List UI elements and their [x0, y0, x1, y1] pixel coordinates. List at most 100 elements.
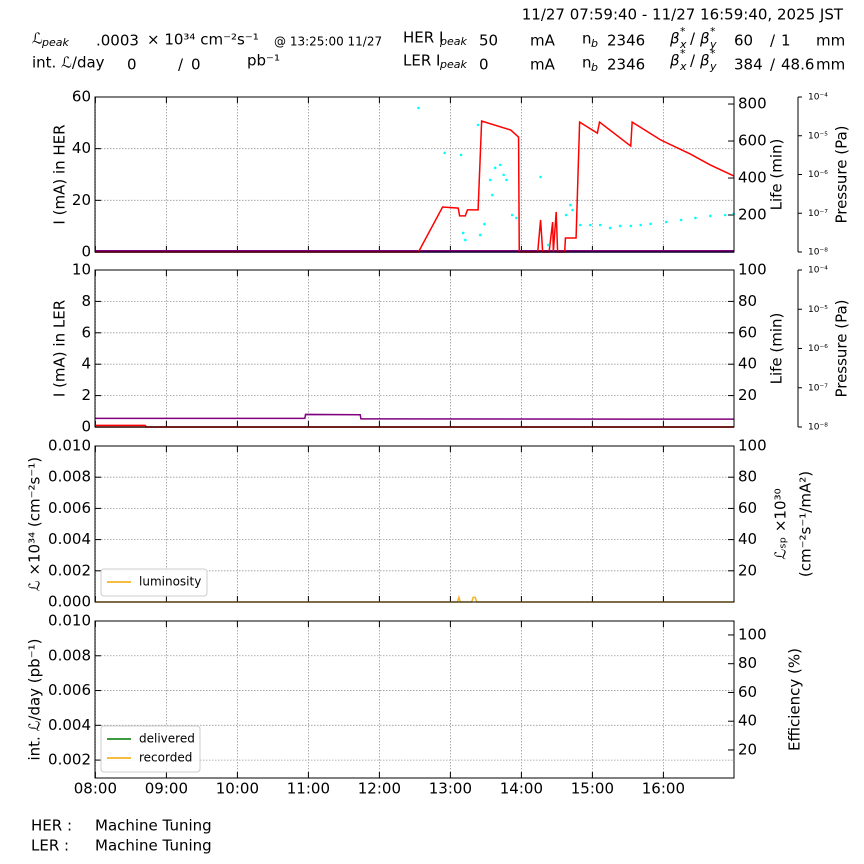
footer-status: Machine Tuning — [95, 837, 212, 855]
ler-beta-unit: mm — [816, 56, 845, 74]
y-tick-label: 0.002 — [48, 751, 91, 769]
y-tick-label: 0.006 — [48, 681, 91, 699]
int-lum-delivered: 0 — [127, 56, 137, 74]
y3-axis-label: Pressure (Pa) — [833, 125, 851, 223]
her-beta: β — [669, 30, 680, 48]
her-sub-x: x — [679, 38, 687, 51]
data-point — [708, 214, 712, 218]
plot-frame — [94, 96, 735, 253]
y2-axis-label: Efficiency (%) — [786, 648, 804, 751]
y-axis-label: int. ℒ/day (pb⁻¹) — [26, 639, 44, 761]
y2-tick-label: 200 — [738, 206, 767, 224]
y3-tick-label: 10⁻⁸ — [808, 248, 828, 258]
data-point — [629, 224, 633, 228]
y-axis-label: I (mA) in HER — [51, 124, 69, 224]
legend-box — [100, 568, 208, 597]
y2-axis-label: ℒₛₚ ×10³⁰ — [772, 488, 790, 559]
data-point — [478, 233, 482, 237]
x-tick-label: 11:00 — [287, 780, 330, 798]
ler-star: * — [710, 47, 716, 60]
data-point — [598, 223, 602, 227]
data-point — [679, 218, 683, 222]
ler-sub-y: y — [709, 60, 717, 73]
series-line — [95, 413, 735, 420]
ler-label: LER I — [403, 52, 440, 70]
y3-tick-label: 10⁻⁵ — [808, 305, 828, 315]
her-beta: β — [699, 30, 710, 48]
y2-tick-label: 20 — [738, 561, 757, 579]
x-tick-label: 08:00 — [74, 780, 117, 798]
y3-tick-label: 10⁻⁴ — [808, 266, 828, 276]
x-tick-label: 12:00 — [358, 780, 401, 798]
y2-tick-label: 400 — [738, 169, 767, 187]
y3-tick-label: 10⁻⁶ — [808, 170, 828, 180]
her-slash: / — [690, 30, 696, 48]
data-point — [723, 213, 727, 217]
plot-frame — [94, 445, 735, 603]
int-lum-unit: pb⁻¹ — [247, 52, 280, 70]
her-slash: / — [770, 32, 776, 50]
x-tick-label: 15:00 — [571, 780, 614, 798]
y2-tick-label: 100 — [738, 261, 767, 279]
ler-beta: β — [669, 52, 680, 70]
x-tick-label: 14:00 — [500, 780, 543, 798]
ler-slash: / — [770, 56, 776, 74]
her-sub-y: y — [709, 38, 717, 51]
y-tick-label: 0.008 — [48, 468, 91, 486]
her-star: * — [680, 25, 686, 38]
ler-beta-x: 384 — [734, 56, 763, 74]
data-point — [476, 123, 480, 127]
her-nb-sub: b — [591, 37, 598, 50]
her-beta-x: 60 — [734, 32, 753, 50]
y2-tick-label: 600 — [738, 132, 767, 150]
ler-slash: / — [690, 52, 696, 70]
data-point — [618, 224, 622, 228]
data-point — [510, 213, 514, 217]
y-tick-label: 0.008 — [48, 646, 91, 664]
data-point — [498, 163, 502, 167]
y-tick-label: 0.002 — [48, 561, 91, 579]
x-tick-label: 09:00 — [145, 780, 188, 798]
y3-axis-label: Pressure (Pa) — [833, 299, 851, 397]
data-point — [515, 216, 518, 220]
her-sub: peak — [439, 35, 467, 48]
y-tick-label: 0 — [81, 418, 91, 436]
y-tick-label: 2 — [81, 386, 91, 404]
data-point — [490, 193, 494, 197]
her-beta-unit: mm — [816, 32, 845, 50]
y2-axis-label: Life (min) — [768, 139, 786, 211]
ler-nb-sub: b — [591, 61, 598, 74]
int-lum-label: int. ℒ/day — [32, 54, 105, 72]
y2-axis-label: (cm⁻²s⁻¹/mA²) — [797, 471, 815, 577]
legend-label: delivered — [139, 732, 195, 746]
data-point — [547, 243, 550, 247]
data-point — [664, 220, 668, 224]
y3-tick-label: 10⁻⁵ — [808, 131, 828, 141]
lum-symbol: ℒ — [32, 30, 43, 48]
y-tick-label: 0.004 — [48, 716, 91, 734]
y2-tick-label: 100 — [738, 625, 767, 643]
y-tick-label: 10 — [72, 261, 91, 279]
y2-tick-label: 800 — [738, 95, 767, 113]
her-label: HER I — [403, 29, 443, 47]
y2-tick-label: 80 — [738, 468, 757, 486]
data-point — [694, 216, 697, 220]
data-point — [579, 223, 582, 227]
lum-time: @ 13:25:00 11/27 — [274, 35, 382, 49]
data-point — [502, 173, 505, 177]
y-tick-label: 0 — [81, 243, 91, 261]
y2-tick-label: 60 — [738, 499, 757, 517]
lum-unit: × 10³⁴ cm⁻²s⁻¹ — [147, 31, 259, 49]
ler-beta-y: 48.6 — [781, 56, 814, 74]
y-tick-label: 6 — [81, 323, 91, 341]
data-point — [569, 203, 572, 207]
y3-tick-label: 10⁻⁴ — [808, 93, 828, 103]
y-axis-label: ℒ ×10³⁴ (cm⁻²s⁻¹) — [26, 457, 44, 591]
her-beta-y: 1 — [781, 32, 791, 50]
data-point — [505, 178, 508, 182]
lum-value: .0003 — [96, 32, 139, 50]
her-current-unit: mA — [530, 32, 556, 50]
data-point — [571, 208, 574, 212]
